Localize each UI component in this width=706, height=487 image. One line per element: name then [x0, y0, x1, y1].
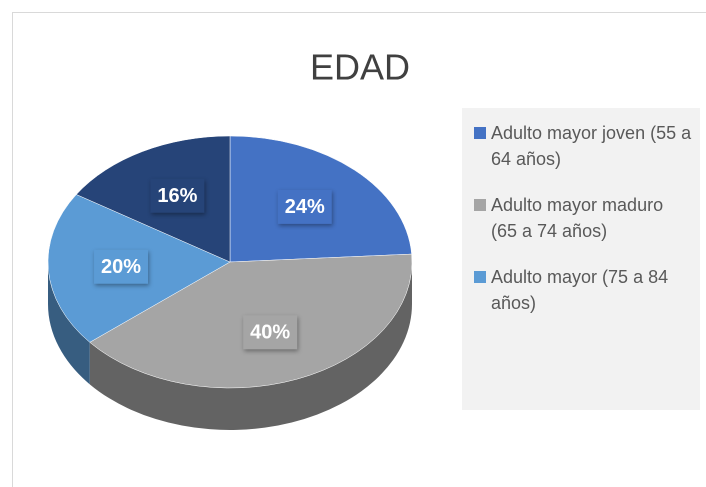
data-label: 40%: [250, 322, 290, 344]
data-label: 24%: [285, 196, 325, 218]
data-label: 20%: [101, 256, 141, 278]
slice-side: [89, 262, 412, 431]
slice-side: [48, 262, 90, 385]
legend-swatch: [474, 271, 486, 283]
legend-swatch: [474, 127, 486, 139]
legend-label: Adulto mayor maduro (65 a 74 años): [491, 195, 664, 241]
legend-label: Adulto mayor joven (55 a 64 años): [491, 123, 692, 169]
data-label-box: [150, 178, 205, 213]
legend-swatch: [474, 199, 486, 211]
legend-item: Adulto mayor (75 a 84 años): [474, 264, 692, 316]
legend: Adulto mayor joven (55 a 64 años) Adulto …: [462, 108, 700, 410]
chart-title: EDAD: [310, 47, 410, 88]
chart-border: [12, 12, 706, 487]
legend-item: Adulto mayor maduro (65 a 74 años): [474, 192, 692, 244]
data-label-box: [277, 189, 332, 224]
data-label-box: [94, 249, 149, 284]
legend-item: Adulto mayor joven (55 a 64 años): [474, 120, 692, 172]
data-label: 16%: [157, 185, 197, 207]
legend-label: Adulto mayor (75 a 84 años): [491, 267, 669, 313]
data-label-box: [243, 315, 298, 350]
